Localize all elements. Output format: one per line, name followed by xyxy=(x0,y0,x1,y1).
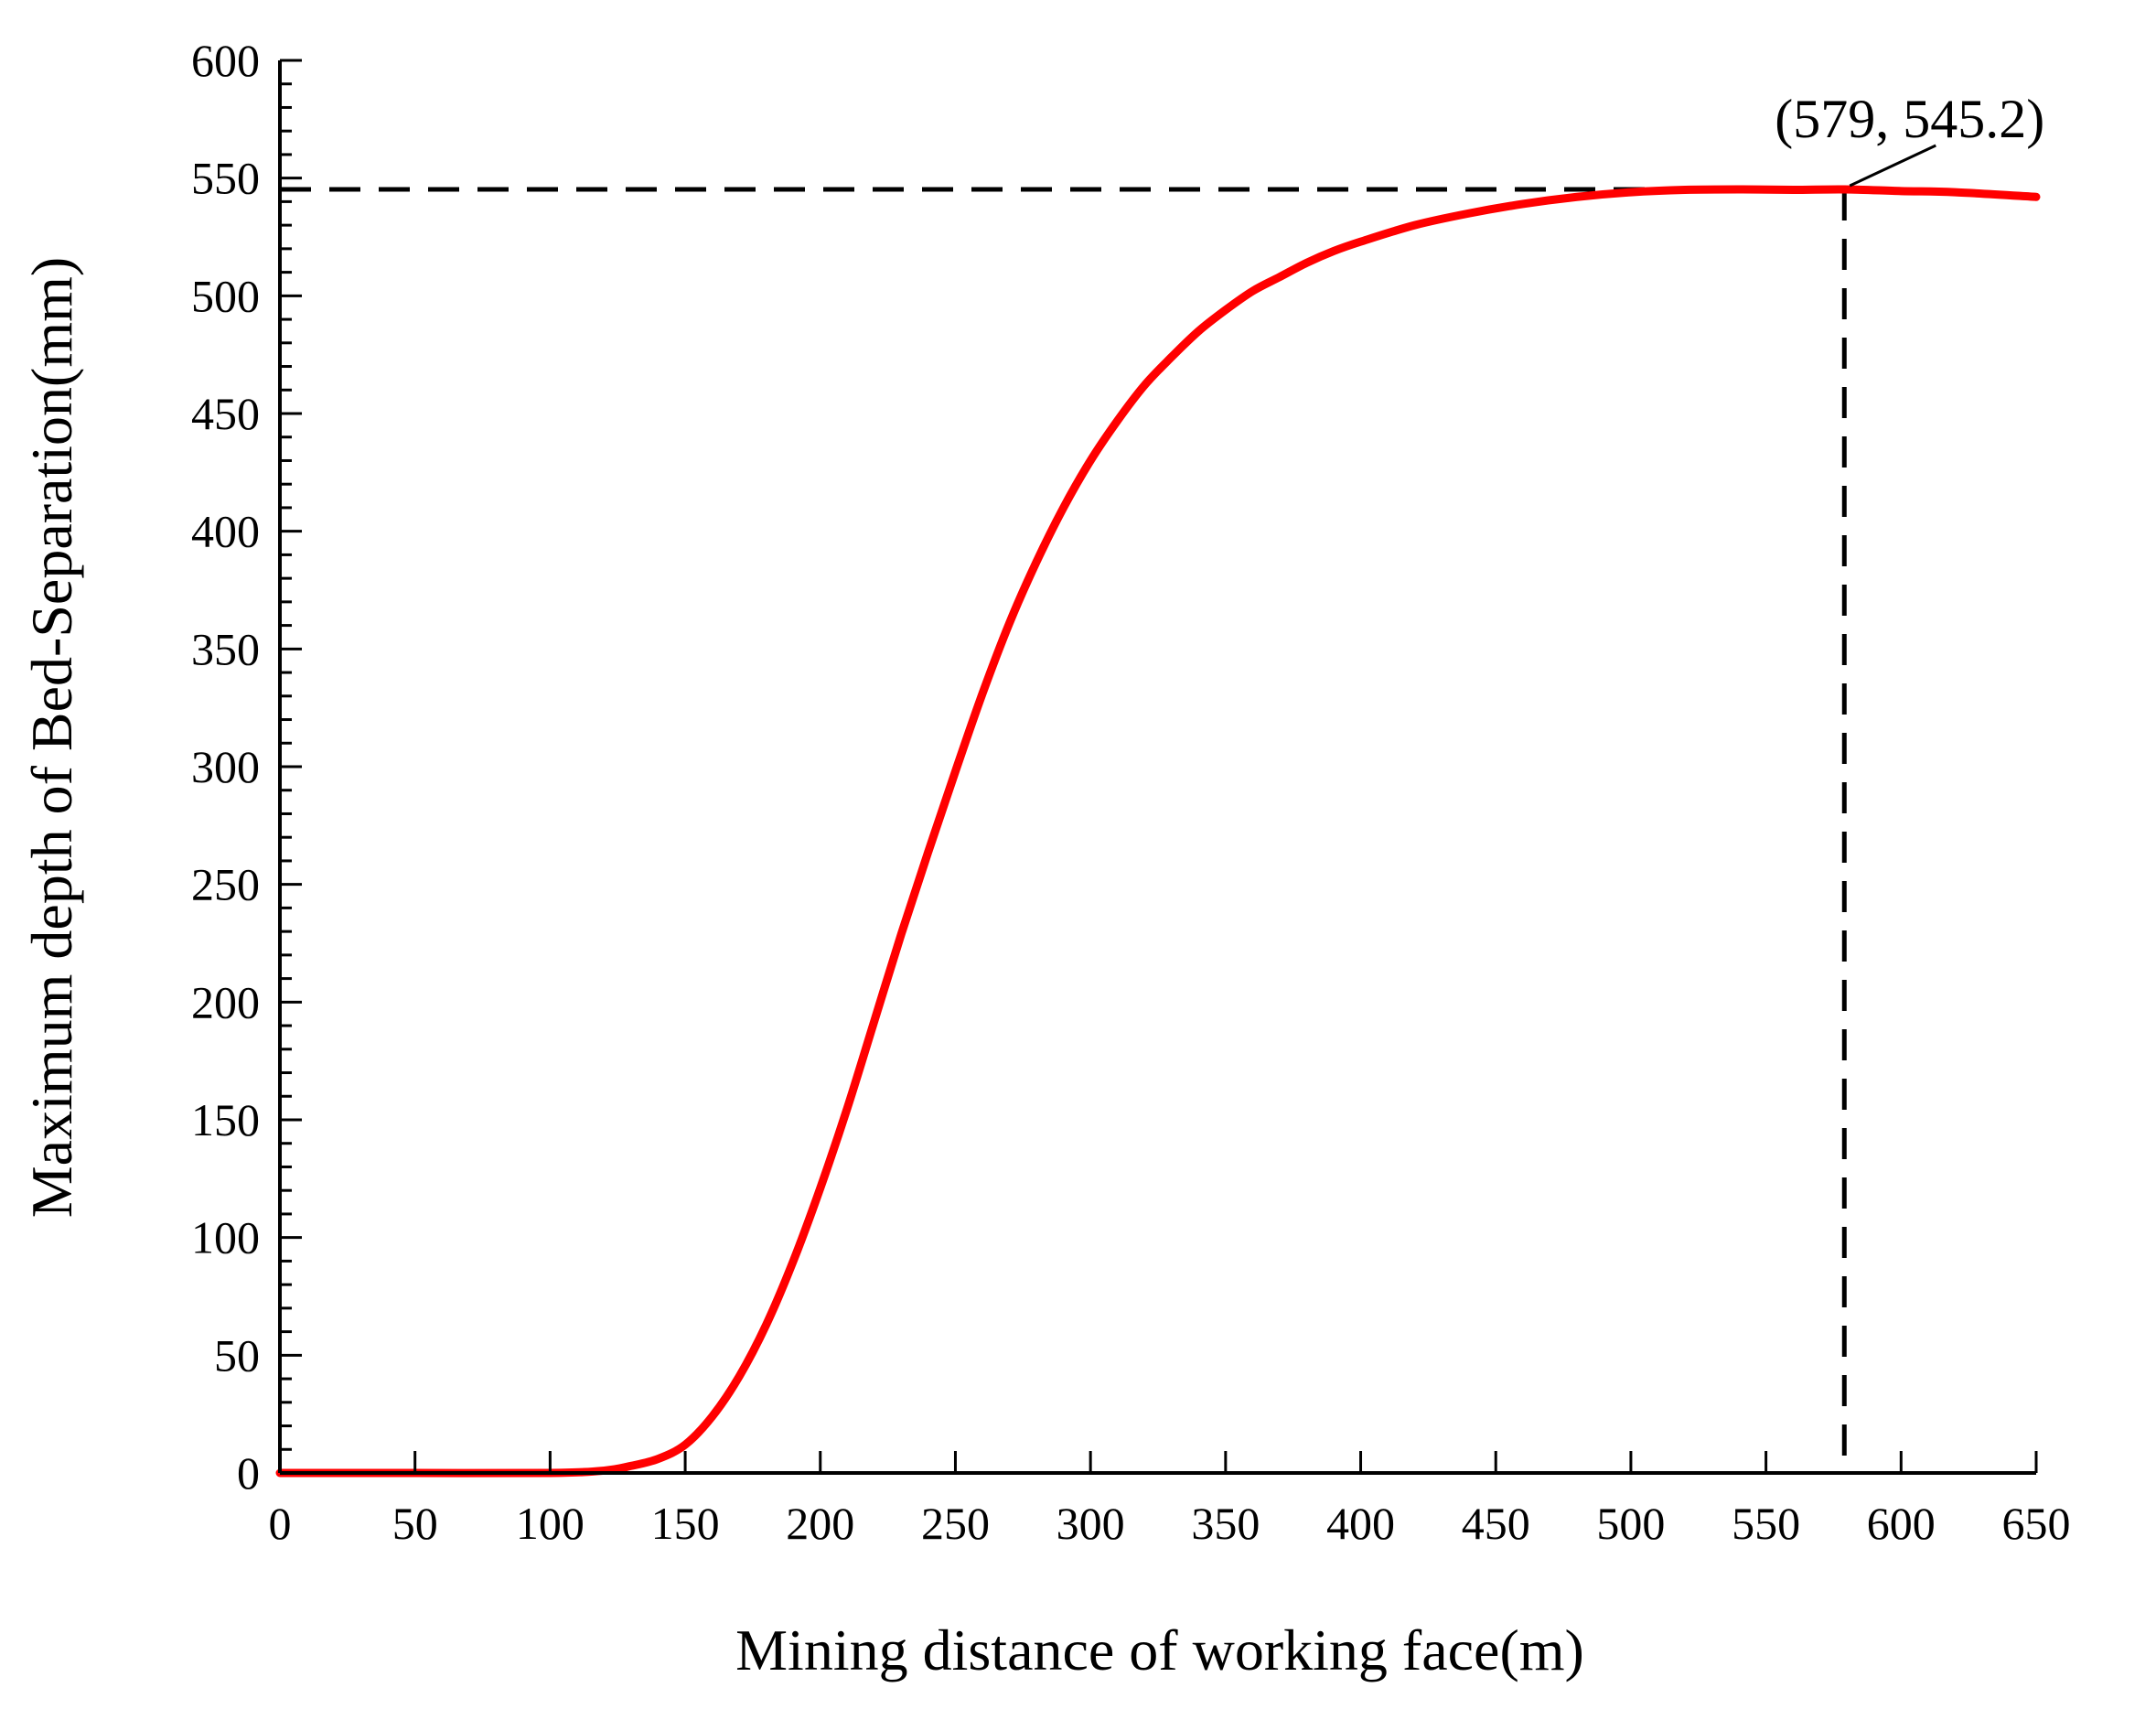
y-tick-label: 350 xyxy=(191,623,260,674)
x-tick-label: 650 xyxy=(2002,1498,2071,1549)
x-tick-label: 250 xyxy=(921,1498,990,1549)
annotation-guides xyxy=(280,187,1847,1473)
x-tick-label: 550 xyxy=(1732,1498,1800,1549)
series-line-0 xyxy=(275,185,2041,1478)
annotation-label: (579, 545.2) xyxy=(1775,89,2044,149)
x-tick-label: 400 xyxy=(1326,1498,1395,1549)
x-tick-label: 350 xyxy=(1191,1498,1260,1549)
y-tick-label: 50 xyxy=(214,1329,260,1381)
x-axis-title: Mining distance of working face(m) xyxy=(735,1618,1584,1682)
y-tick-label: 100 xyxy=(191,1212,260,1263)
y-tick-label: 500 xyxy=(191,270,260,321)
annotation-layer: (579, 545.2) xyxy=(1775,89,2044,188)
x-tick-label: 450 xyxy=(1462,1498,1530,1549)
y-tick-label: 550 xyxy=(191,153,260,204)
y-tick-label: 150 xyxy=(191,1094,260,1145)
x-tick-label: 100 xyxy=(516,1498,585,1549)
x-tick-label: 50 xyxy=(392,1498,438,1549)
series-layer xyxy=(275,185,2041,1478)
y-tick-label: 400 xyxy=(191,506,260,557)
y-tick-label: 250 xyxy=(191,859,260,910)
y-axis-title: Maximum depth of Bed-Separation(mm) xyxy=(19,257,84,1218)
x-tick-label: 300 xyxy=(1057,1498,1125,1549)
axes: 0 50 100 150 200 250 300 350 400 450 500 550 600 0 50 1… xyxy=(191,35,2071,1549)
x-tick-label: 600 xyxy=(1867,1498,1936,1549)
y-tick-label: 600 xyxy=(191,35,260,86)
annotation-leader-line xyxy=(1849,144,1936,188)
x-tick-label: 200 xyxy=(786,1498,854,1549)
y-tick-label: 0 xyxy=(237,1447,260,1499)
y-tick-label: 300 xyxy=(191,741,260,792)
x-tick-label: 0 xyxy=(269,1498,292,1549)
x-tick-label: 150 xyxy=(651,1498,720,1549)
x-tick-label: 500 xyxy=(1596,1498,1665,1549)
y-tick-label: 200 xyxy=(191,976,260,1027)
y-tick-label: 450 xyxy=(191,388,260,439)
